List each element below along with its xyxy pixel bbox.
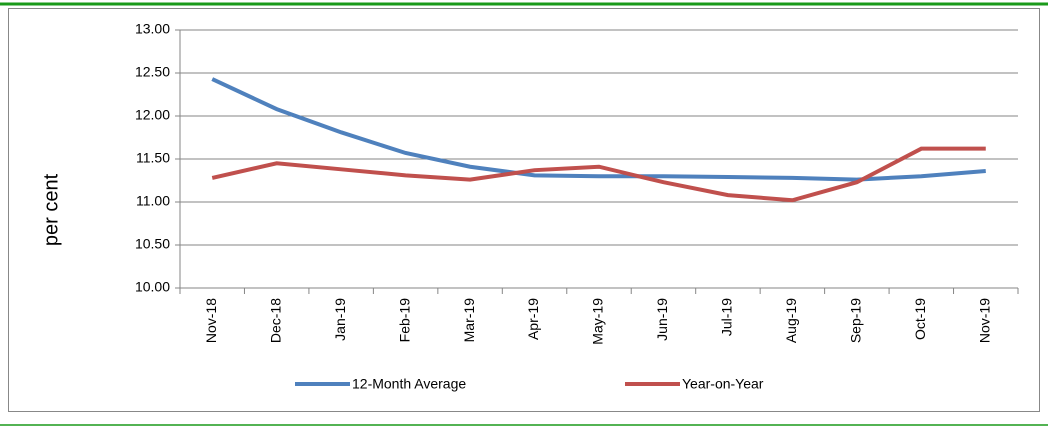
y-tick-label: 12.50 — [135, 64, 170, 80]
y-tick-label: 10.50 — [135, 236, 170, 252]
chart-frame — [8, 8, 1040, 412]
legend-label: Year-on-Year — [682, 376, 764, 392]
x-tick-label: Oct-19 — [912, 298, 928, 340]
legend-label: 12-Month Average — [352, 376, 466, 392]
series-line — [211, 77, 986, 182]
y-tick-label: 11.50 — [136, 150, 170, 166]
y-tick-label: 10.00 — [135, 279, 170, 295]
y-tick-label: 12.00 — [135, 107, 170, 123]
y-tick-label: 13.00 — [135, 21, 170, 37]
x-tick-label: Feb-19 — [396, 298, 412, 343]
x-tick-label: Nov-18 — [203, 298, 219, 343]
x-tick-label: Jun-19 — [654, 298, 670, 341]
y-tick-label: 11.00 — [136, 193, 170, 209]
x-tick-label: Sep-19 — [848, 298, 864, 343]
x-tick-label: Nov-19 — [976, 298, 992, 343]
y-axis-label: per cent — [40, 173, 62, 246]
x-tick-label: Mar-19 — [461, 298, 477, 343]
x-tick-label: Apr-19 — [525, 298, 541, 340]
x-tick-label: Aug-19 — [783, 298, 799, 343]
x-tick-label: Jul-19 — [719, 298, 735, 336]
x-tick-label: Dec-18 — [267, 298, 283, 343]
x-tick-label: Jan-19 — [332, 298, 348, 341]
x-tick-label: May-19 — [590, 298, 606, 345]
series-line — [211, 146, 986, 203]
